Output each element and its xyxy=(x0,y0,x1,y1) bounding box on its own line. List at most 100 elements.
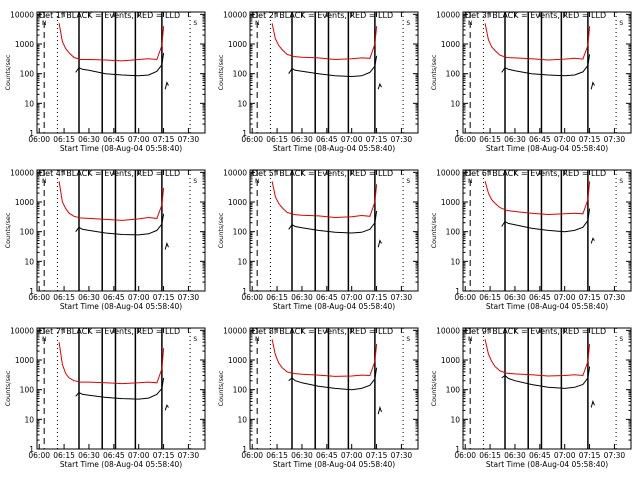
lld-series-line xyxy=(484,23,591,61)
y-axis-label: Counts/sec xyxy=(4,370,12,406)
y-tick-label: 10 xyxy=(24,415,34,424)
x-tick-label: 07:00 xyxy=(554,451,576,460)
x-tick-label: 06:30 xyxy=(291,135,313,144)
lld-series-line xyxy=(58,342,165,385)
events-tail-line xyxy=(377,82,382,90)
panel-title: Det 5f BLACK = Events, RED = LLD xyxy=(252,169,393,178)
y-tick-label: 1000 xyxy=(228,356,247,365)
y-tick-label: 100 xyxy=(446,70,461,79)
y-tick-label: 1 xyxy=(455,287,460,296)
y-tick-label: 1000 xyxy=(441,40,460,49)
y-tick-label: 10 xyxy=(450,415,460,424)
x-tick-label: 07:15 xyxy=(579,135,601,144)
x-tick-label: 06:45 xyxy=(316,293,338,302)
y-tick-label: 10000 xyxy=(223,168,247,177)
x-tick-label: 06:15 xyxy=(53,451,75,460)
x-tick-label: 07:30 xyxy=(178,451,200,460)
x-axis-label: Start Time (08-Aug-04 05:58:40) xyxy=(60,460,182,469)
x-axis-label: Start Time (08-Aug-04 05:58:40) xyxy=(273,460,395,469)
x-tick-label: 07:30 xyxy=(391,451,413,460)
chart-panel-9: 1 10 100 1000 10000 06:00 06:15 06:30 06:45 07:00… xyxy=(430,326,632,469)
x-axis-label: Start Time (08-Aug-04 05:58:40) xyxy=(60,144,182,153)
annotation-s: S xyxy=(406,178,410,185)
x-tick-label: 07:00 xyxy=(128,135,150,144)
x-tick-label: 06:15 xyxy=(266,451,288,460)
x-tick-label: 06:45 xyxy=(103,293,125,302)
x-tick-label: 06:00 xyxy=(241,135,263,144)
chart-panel-7: 1 10 100 1000 10000 06:00 06:15 06:30 06:45 07:00… xyxy=(4,326,206,469)
x-tick-label: 07:00 xyxy=(341,451,363,460)
x-tick-label: 07:30 xyxy=(604,293,626,302)
y-tick-label: 10 xyxy=(237,257,247,266)
y-tick-label: 1000 xyxy=(15,198,34,207)
events-tail-line xyxy=(164,404,169,411)
annotation-s: S xyxy=(619,336,623,343)
y-tick-label: 10 xyxy=(24,257,34,266)
lld-series-line xyxy=(271,181,378,219)
events-tail-line xyxy=(590,81,595,90)
x-tick-label: 06:00 xyxy=(454,293,476,302)
chart-panel-8: 1 10 100 1000 10000 06:00 06:15 06:30 06:45 07:00… xyxy=(217,326,419,469)
y-tick-label: 1 xyxy=(242,129,247,138)
x-axis-label: Start Time (08-Aug-04 05:58:40) xyxy=(486,460,608,469)
y-tick-label: 10000 xyxy=(223,10,247,19)
annotation-s: S xyxy=(619,178,623,185)
y-tick-label: 1 xyxy=(29,445,34,454)
plot-frame xyxy=(249,327,419,450)
y-tick-label: 100 xyxy=(446,228,461,237)
x-axis-label: Start Time (08-Aug-04 05:58:40) xyxy=(486,302,608,311)
y-tick-label: 1 xyxy=(242,287,247,296)
events-series-line xyxy=(288,367,378,391)
y-tick-label: 1 xyxy=(29,129,34,138)
y-tick-label: 1000 xyxy=(15,356,34,365)
chart-panel-5: 1 10 100 1000 10000 06:00 06:15 06:30 06:45 07:00… xyxy=(217,168,419,311)
x-tick-label: 07:30 xyxy=(604,451,626,460)
annotation-n: N xyxy=(42,20,47,27)
events-series-line xyxy=(75,52,165,77)
lld-series-line xyxy=(58,181,165,221)
plot-frame xyxy=(36,327,206,450)
events-tail-line xyxy=(590,400,595,408)
x-axis-label: Start Time (08-Aug-04 05:58:40) xyxy=(486,144,608,153)
x-tick-label: 07:15 xyxy=(579,293,601,302)
annotation-n: N xyxy=(468,20,473,27)
x-tick-label: 07:30 xyxy=(178,135,200,144)
x-tick-label: 07:15 xyxy=(579,451,601,460)
x-axis-label: Start Time (08-Aug-04 05:58:40) xyxy=(273,144,395,153)
annotation-n: N xyxy=(42,178,47,185)
x-tick-label: 06:00 xyxy=(28,451,50,460)
x-tick-label: 07:15 xyxy=(153,135,175,144)
y-axis-label: Counts/sec xyxy=(217,370,225,406)
plot-frame xyxy=(36,169,206,292)
y-tick-label: 100 xyxy=(233,386,248,395)
x-tick-label: 06:30 xyxy=(291,451,313,460)
lld-series-line xyxy=(271,339,378,377)
x-tick-label: 06:15 xyxy=(266,135,288,144)
panel-title: Det 2f BLACK = Events, RED = LLD xyxy=(252,11,393,20)
x-tick-label: 07:30 xyxy=(391,135,413,144)
annotation-n: N xyxy=(255,20,260,27)
chart-panel-6: 1 10 100 1000 10000 06:00 06:15 06:30 06:45 07:00… xyxy=(430,168,632,311)
plot-frame xyxy=(36,11,206,134)
x-tick-label: 07:30 xyxy=(178,293,200,302)
panel-title: Det 8f BLACK = Events, RED = LLD xyxy=(252,327,393,336)
y-tick-label: 1000 xyxy=(441,356,460,365)
y-tick-label: 1000 xyxy=(15,40,34,49)
x-tick-label: 07:00 xyxy=(554,293,576,302)
y-axis-label: Counts/sec xyxy=(4,212,12,248)
x-tick-label: 07:15 xyxy=(153,293,175,302)
x-tick-label: 07:15 xyxy=(153,451,175,460)
x-tick-label: 06:30 xyxy=(78,135,100,144)
annotation-n: N xyxy=(42,336,47,343)
y-tick-label: 10 xyxy=(237,99,247,108)
x-tick-label: 07:00 xyxy=(554,135,576,144)
annotation-s: S xyxy=(619,20,623,27)
x-tick-label: 07:15 xyxy=(366,135,388,144)
y-tick-label: 10 xyxy=(237,415,247,424)
x-tick-label: 06:45 xyxy=(103,451,125,460)
events-series-line xyxy=(75,377,165,400)
y-tick-label: 100 xyxy=(233,228,248,237)
y-tick-label: 10000 xyxy=(223,326,247,335)
y-axis-label: Counts/sec xyxy=(430,54,438,90)
y-tick-label: 10000 xyxy=(436,10,460,19)
